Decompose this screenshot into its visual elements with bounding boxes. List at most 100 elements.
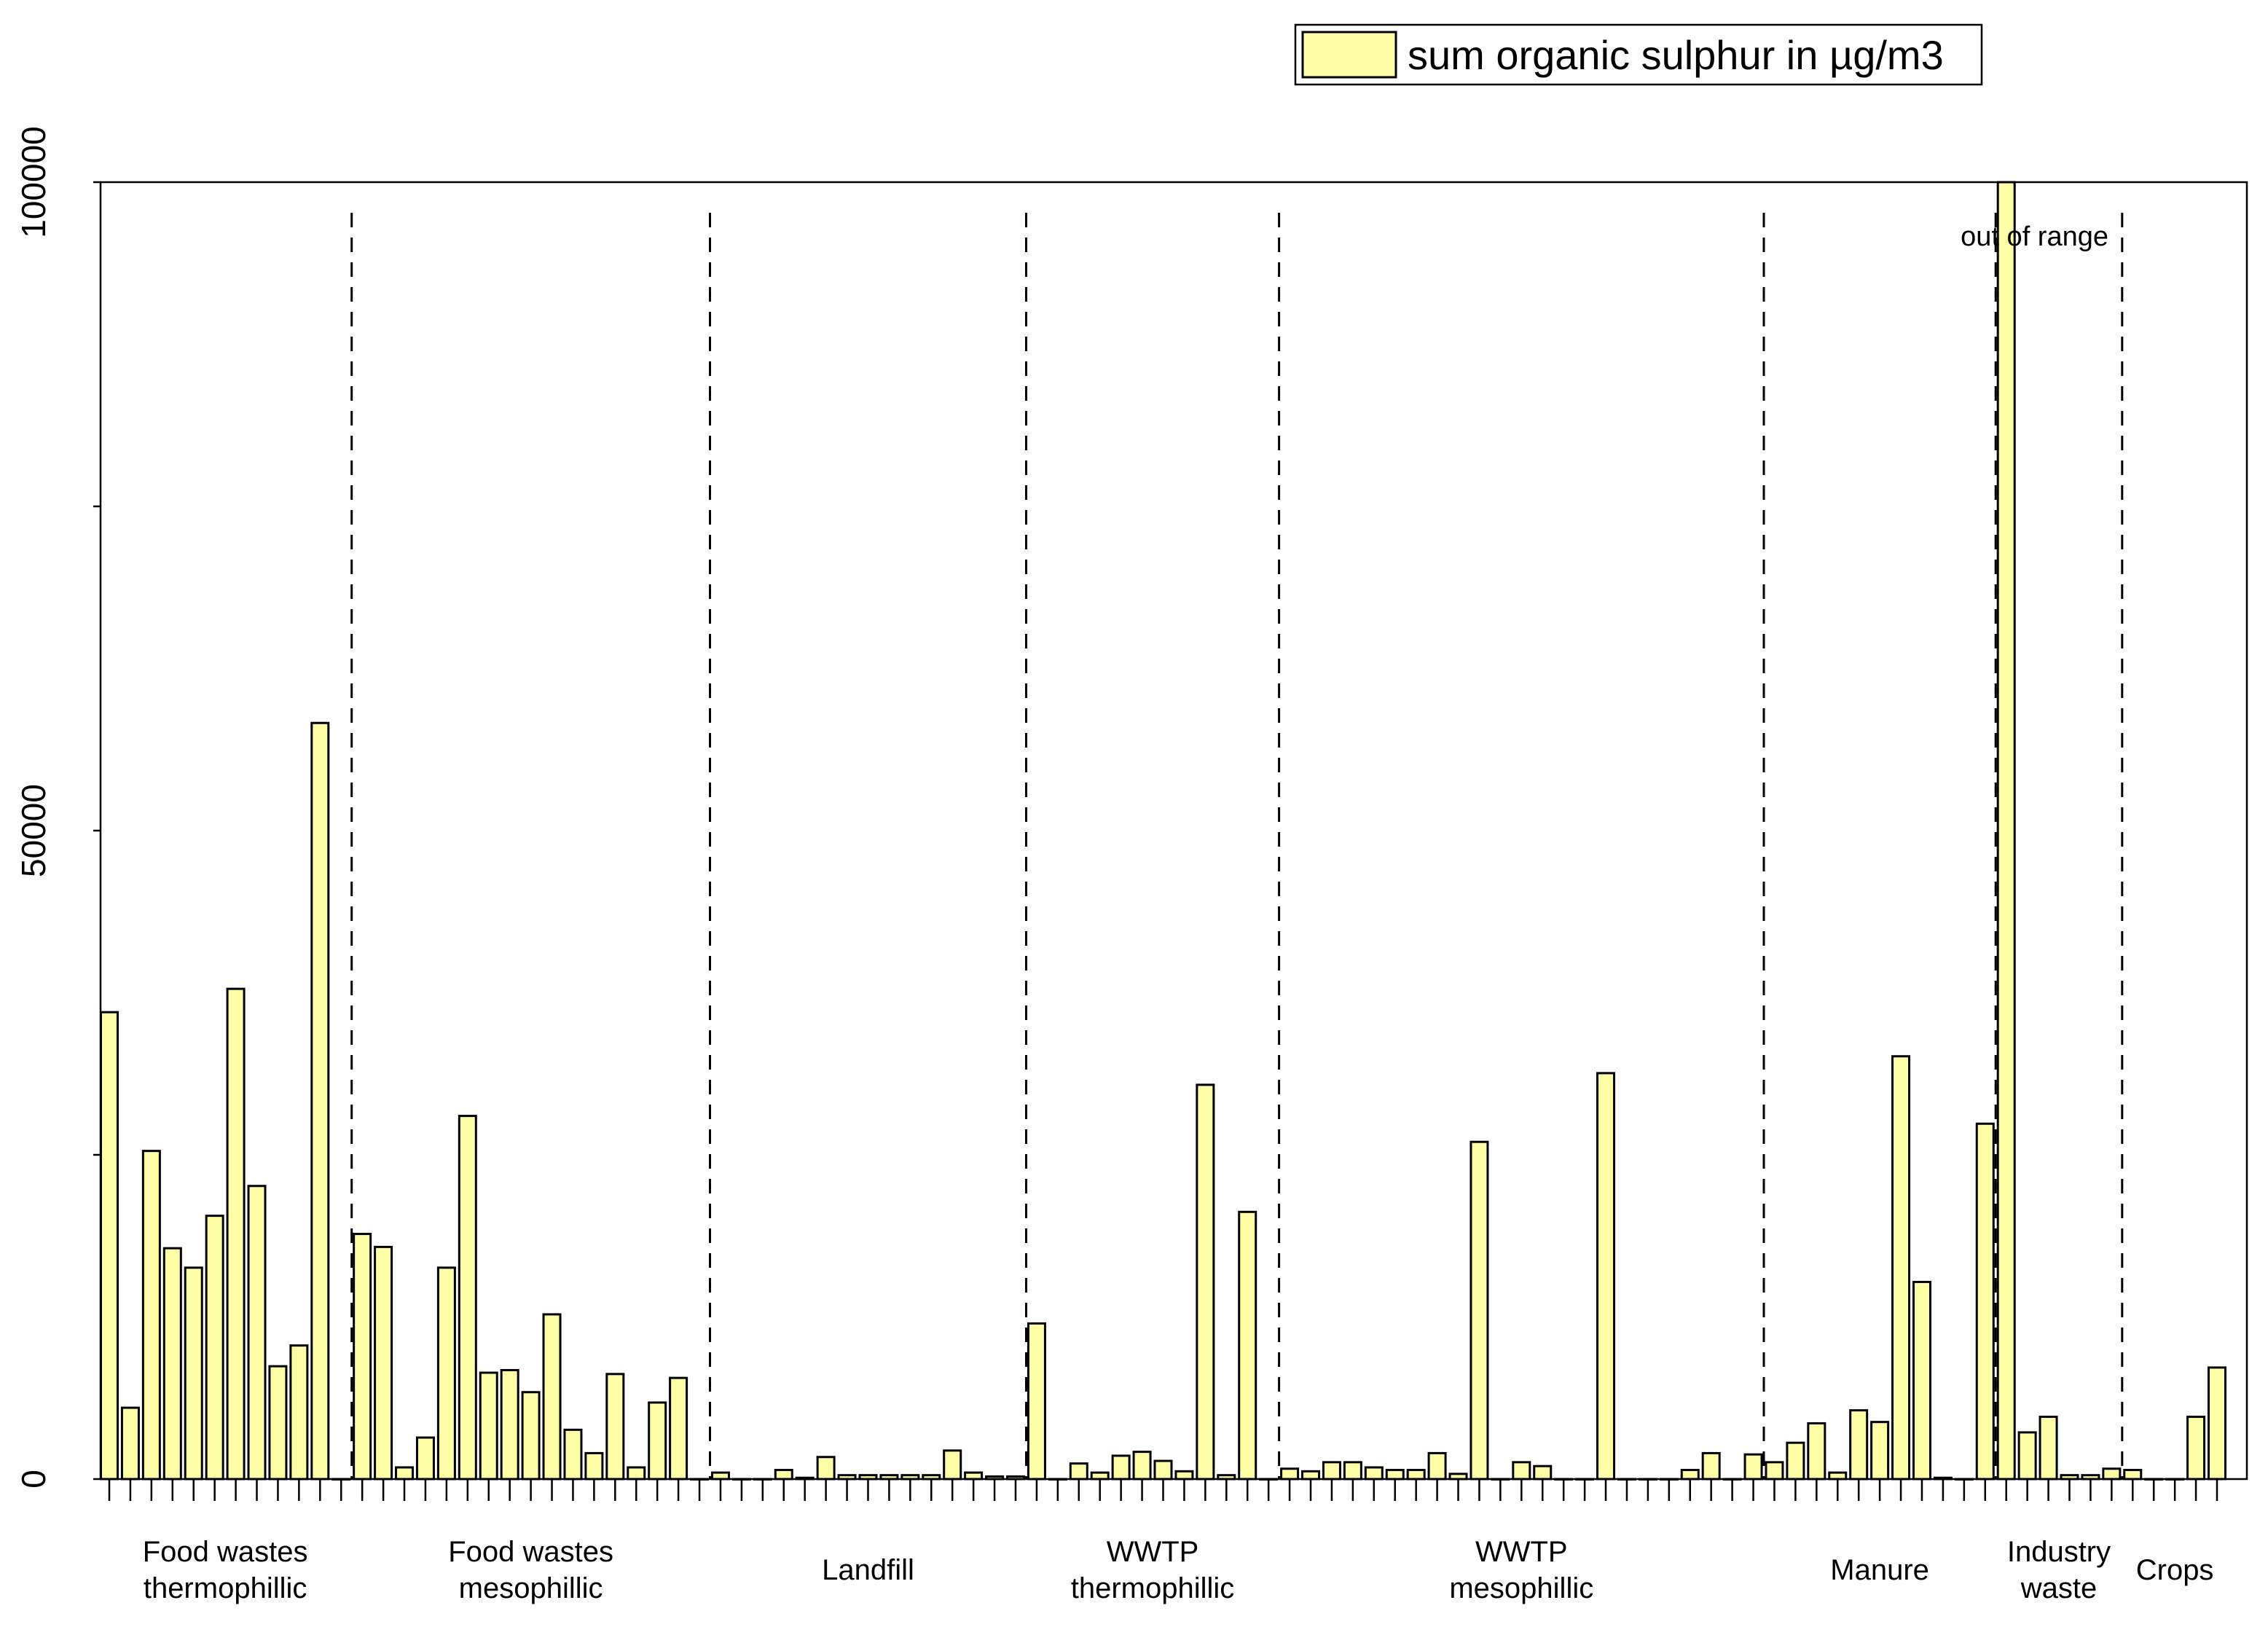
bar bbox=[1701, 1451, 1721, 1481]
bar bbox=[879, 1474, 899, 1481]
bar bbox=[1005, 1475, 1025, 1481]
bar bbox=[1111, 1454, 1131, 1481]
bar bbox=[521, 1391, 541, 1481]
bar bbox=[184, 1266, 203, 1481]
bar bbox=[1280, 1467, 1300, 1481]
group-label: Food wastes bbox=[448, 1536, 613, 1568]
legend-swatch bbox=[1301, 31, 1397, 79]
bar bbox=[1680, 1469, 1700, 1481]
group-label: WWTP bbox=[1107, 1536, 1199, 1568]
bar bbox=[205, 1215, 224, 1481]
legend-box bbox=[1294, 23, 1983, 86]
bar bbox=[226, 987, 246, 1481]
bar bbox=[2186, 1416, 2206, 1481]
group-label: Crops bbox=[2136, 1554, 2214, 1586]
y-axis: 0 50000 100000 bbox=[15, 126, 101, 1489]
bar bbox=[2060, 1474, 2079, 1481]
bar bbox=[162, 1247, 182, 1481]
bar bbox=[774, 1469, 793, 1481]
bar bbox=[605, 1373, 625, 1481]
bar bbox=[1743, 1453, 1763, 1481]
bar bbox=[1807, 1422, 1826, 1481]
bar bbox=[1343, 1461, 1362, 1481]
bar bbox=[289, 1344, 309, 1481]
bar bbox=[100, 1011, 119, 1481]
bar bbox=[1765, 1461, 1784, 1481]
bar bbox=[310, 721, 330, 1481]
bar bbox=[247, 1185, 267, 1481]
bar bbox=[2039, 1416, 2058, 1481]
bar bbox=[964, 1471, 984, 1481]
bar bbox=[479, 1371, 498, 1481]
y-tick-label: 0 bbox=[15, 1470, 52, 1489]
bar bbox=[415, 1436, 435, 1481]
bar bbox=[1238, 1210, 1257, 1481]
bar bbox=[1849, 1409, 1869, 1481]
group-label: waste bbox=[2020, 1572, 2098, 1604]
bar bbox=[1027, 1322, 1046, 1481]
group-label: Manure bbox=[1830, 1554, 1929, 1586]
bar bbox=[922, 1474, 941, 1481]
bar bbox=[563, 1428, 583, 1481]
bar bbox=[943, 1449, 962, 1481]
bar bbox=[458, 1115, 477, 1481]
bar bbox=[1364, 1466, 1384, 1481]
bar bbox=[500, 1368, 519, 1481]
bar bbox=[436, 1266, 456, 1481]
bar bbox=[2017, 1431, 2037, 1481]
bar bbox=[1174, 1470, 1194, 1481]
legend-label: sum organic sulphur in µg/m3 bbox=[1408, 32, 1944, 78]
bar bbox=[669, 1376, 688, 1481]
y-tick-label: 100000 bbox=[15, 126, 52, 238]
bar bbox=[542, 1313, 562, 1481]
bar bbox=[985, 1475, 1005, 1481]
bar bbox=[1870, 1421, 1890, 1481]
group-label: thermophillic bbox=[1071, 1572, 1235, 1604]
bar bbox=[1933, 1476, 1953, 1481]
group-label: Food wastes bbox=[143, 1536, 308, 1568]
group-label: WWTP bbox=[1475, 1536, 1568, 1568]
bar bbox=[1596, 1072, 1616, 1481]
bar bbox=[1069, 1462, 1088, 1481]
bar bbox=[1828, 1471, 1848, 1481]
bar bbox=[1301, 1470, 1321, 1481]
bar bbox=[1385, 1469, 1405, 1481]
bar bbox=[120, 1406, 140, 1481]
bar bbox=[1406, 1469, 1426, 1481]
bar bbox=[816, 1456, 836, 1481]
group-label: Landfill bbox=[822, 1554, 914, 1586]
bar bbox=[858, 1474, 878, 1481]
bar bbox=[374, 1245, 393, 1481]
bar bbox=[837, 1474, 857, 1481]
bar bbox=[1470, 1140, 1489, 1481]
out-of-range-annotation: out of range bbox=[1961, 221, 2108, 252]
bar bbox=[2123, 1469, 2143, 1481]
bar bbox=[1891, 1055, 1911, 1481]
bar bbox=[1786, 1441, 1805, 1481]
bar bbox=[1975, 1122, 1995, 1481]
bar bbox=[141, 1150, 161, 1481]
bar bbox=[268, 1365, 288, 1481]
bar bbox=[1196, 1083, 1215, 1481]
bar bbox=[1217, 1474, 1236, 1481]
legend: sum organic sulphur in µg/m3 bbox=[1294, 23, 1983, 86]
bar bbox=[900, 1474, 920, 1481]
bar bbox=[1996, 181, 2016, 1481]
y-tick-label: 50000 bbox=[15, 784, 52, 877]
bar bbox=[1132, 1451, 1152, 1481]
group-label: mesophillic bbox=[1449, 1572, 1593, 1604]
bar bbox=[795, 1476, 815, 1481]
group-label: mesophillic bbox=[459, 1572, 603, 1604]
bar bbox=[648, 1401, 667, 1481]
bar bbox=[1427, 1451, 1447, 1481]
bar bbox=[1448, 1473, 1468, 1481]
bar bbox=[1512, 1461, 1531, 1481]
bar bbox=[2081, 1474, 2100, 1481]
bar bbox=[584, 1451, 604, 1481]
group-label: Industry bbox=[2007, 1536, 2111, 1568]
bar bbox=[1090, 1471, 1110, 1481]
bar bbox=[395, 1466, 415, 1481]
group-separators bbox=[350, 213, 2124, 1479]
group-label: thermophillic bbox=[144, 1572, 307, 1604]
